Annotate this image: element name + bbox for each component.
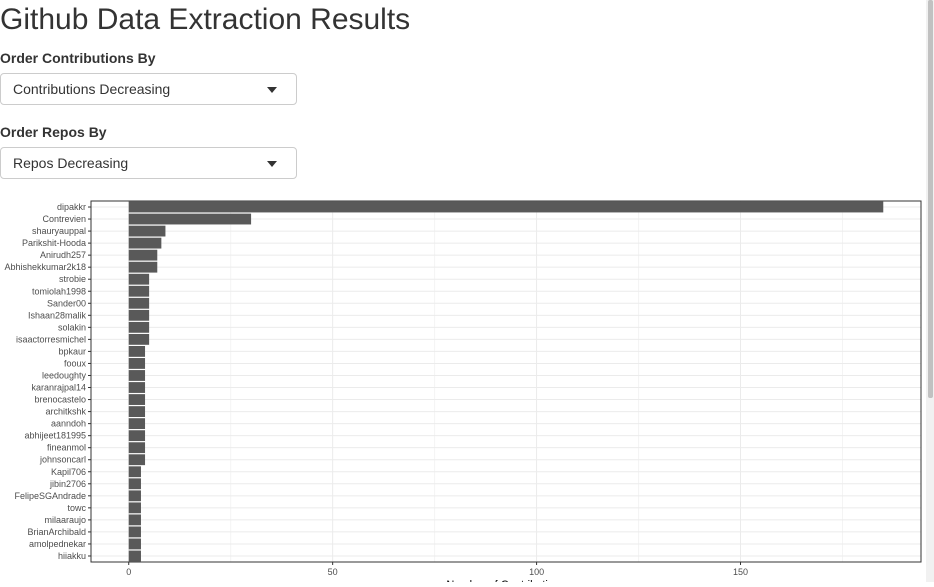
page-title: Github Data Extraction Results	[0, 3, 411, 36]
plot-panel	[91, 201, 921, 562]
y-tick-label: Abhishekkumar2k18	[4, 262, 86, 272]
bar	[128, 430, 146, 442]
bar	[128, 237, 162, 249]
order-contributions-select[interactable]: Contributions Decreasing	[0, 73, 297, 105]
bar	[128, 382, 146, 393]
y-tick-label: Ishaan28malik	[28, 310, 87, 320]
y-tick-label: solakin	[58, 322, 86, 332]
bar	[128, 261, 158, 273]
contributions-chart-svg: dipakkr Contrevien shauryauppal Parikshit-H…	[4, 200, 922, 587]
bar	[128, 514, 141, 526]
y-tick-label: fineanmol	[47, 443, 86, 453]
bar	[128, 490, 141, 502]
y-tick-label: milaaraujo	[44, 515, 86, 525]
order-repos-label: Order Repos By	[0, 124, 107, 140]
bar	[128, 466, 141, 478]
x-tick-label: 0	[126, 567, 131, 577]
y-tick-label: isaactorresmichel	[16, 334, 86, 344]
plot-panel-border	[90, 200, 922, 563]
contributions-chart: dipakkr Contrevien shauryauppal Parikshit-H…	[0, 195, 924, 587]
y-tick-label: shauryauppal	[32, 226, 86, 236]
bar	[128, 333, 150, 345]
y-tick-label: architkshk	[45, 407, 86, 417]
y-tick-label: Parikshit-Hooda	[22, 238, 86, 248]
chevron-down-icon	[267, 161, 277, 167]
bar	[128, 321, 150, 333]
y-tick-label: tomiolah1998	[32, 286, 86, 296]
bar	[128, 478, 141, 490]
bar	[128, 225, 166, 237]
bar	[128, 550, 141, 562]
y-tick-label: fooux	[64, 358, 87, 368]
bar	[128, 297, 150, 309]
x-tick-label: 150	[733, 567, 748, 577]
x-tick-label: 100	[529, 567, 544, 577]
bar	[128, 273, 150, 285]
y-tick-label: Sander00	[47, 298, 86, 308]
bar	[128, 309, 150, 321]
bar	[128, 454, 146, 466]
y-tick-label: Contrevien	[42, 214, 86, 224]
bar	[128, 201, 884, 213]
chevron-down-icon	[267, 87, 277, 93]
page-scrollbar-thumb[interactable]	[928, 0, 933, 398]
order-repos-value: Repos Decreasing	[13, 155, 129, 171]
bar	[128, 285, 150, 297]
y-tick-label: Kapil706	[51, 467, 86, 477]
y-tick-label: towc	[67, 503, 86, 513]
bar	[128, 394, 146, 405]
bar	[128, 502, 141, 514]
bar	[128, 249, 158, 261]
y-tick-label: amolpednekar	[29, 539, 86, 549]
bar	[128, 358, 146, 369]
bar	[128, 538, 141, 550]
y-tick-label: BrianArchibald	[27, 527, 86, 537]
y-tick-label: aanndoh	[51, 419, 86, 429]
order-contributions-value: Contributions Decreasing	[13, 81, 171, 97]
y-tick-label: dipakkr	[57, 202, 86, 212]
y-tick-label: leedoughty	[42, 370, 87, 380]
y-tick-label: FelipeSGAndrade	[14, 491, 86, 501]
y-tick-label: brenocastelo	[34, 395, 86, 405]
y-tick-label: strobie	[59, 274, 86, 284]
bar	[128, 418, 146, 430]
y-tick-label: hiiakku	[58, 551, 86, 561]
order-contributions-label: Order Contributions By	[0, 50, 156, 66]
bar	[128, 442, 146, 454]
bar	[128, 526, 141, 538]
bar	[128, 370, 146, 381]
y-tick-label: karanrajpal14	[31, 383, 86, 393]
y-tick-label: abhijeet181995	[24, 431, 86, 441]
bar	[128, 213, 252, 225]
y-tick-label: Anirudh257	[40, 250, 86, 260]
x-tick-label: 50	[328, 567, 338, 577]
y-tick-label: johnsoncarl	[39, 455, 86, 465]
y-tick-label: jibin2706	[49, 479, 86, 489]
bar	[128, 346, 146, 357]
bar	[128, 406, 146, 417]
order-repos-select[interactable]: Repos Decreasing	[0, 147, 297, 179]
y-tick-label: bpkaur	[58, 346, 86, 356]
